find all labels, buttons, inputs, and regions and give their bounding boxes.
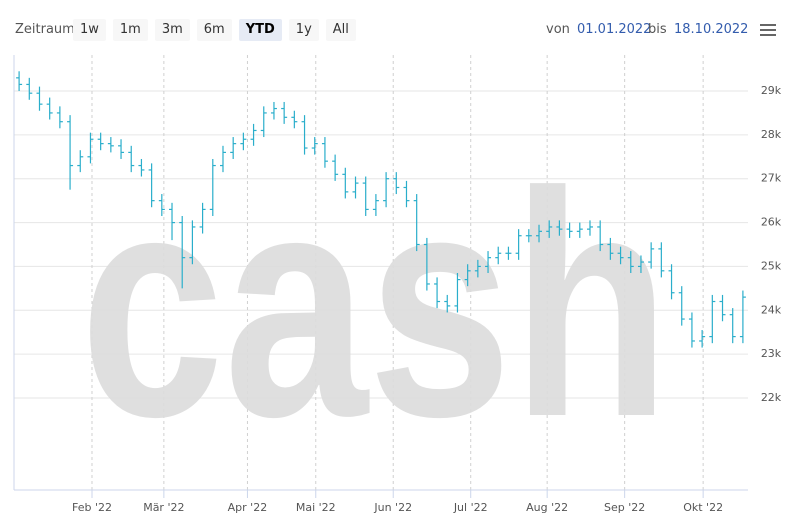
range-button[interactable]: 1y xyxy=(288,19,319,41)
y-tick-label: 27k xyxy=(761,172,782,185)
x-tick-label: Okt '22 xyxy=(683,501,723,514)
watermark: cash xyxy=(80,125,670,483)
x-tick-label: Sep '22 xyxy=(604,501,645,514)
range-label: Zeitraum xyxy=(15,22,75,37)
x-tick-label: Mai '22 xyxy=(296,501,336,514)
range-button[interactable]: All xyxy=(325,19,356,41)
y-tick-label: 25k xyxy=(761,259,782,272)
x-tick-label: Jul '22 xyxy=(453,501,488,514)
from-date[interactable]: 01.01.2022 xyxy=(577,22,652,37)
y-tick-label: 28k xyxy=(761,128,782,141)
y-tick-label: 22k xyxy=(761,391,782,404)
x-tick-label: Aug '22 xyxy=(526,501,568,514)
menu-button[interactable] xyxy=(760,24,776,39)
x-tick-label: Jun '22 xyxy=(373,501,412,514)
x-tick-label: Mär '22 xyxy=(143,501,184,514)
x-tick-label: Feb '22 xyxy=(72,501,112,514)
x-tick-label: Apr '22 xyxy=(228,501,268,514)
toolbar: Zeitraum von 01.01.2022 bis 18.10.2022 1… xyxy=(0,0,789,60)
range-button[interactable]: 1w xyxy=(73,19,106,41)
to-date[interactable]: 18.10.2022 xyxy=(674,22,749,37)
y-tick-label: 24k xyxy=(761,303,782,316)
to-label: bis xyxy=(648,22,667,37)
range-button[interactable]: 3m xyxy=(154,19,190,41)
range-button[interactable]: 6m xyxy=(196,19,232,41)
y-tick-label: 29k xyxy=(761,84,782,97)
y-tick-label: 26k xyxy=(761,216,782,229)
from-label: von xyxy=(546,22,570,37)
range-button[interactable]: 1m xyxy=(112,19,148,41)
y-tick-label: 23k xyxy=(761,347,782,360)
range-button[interactable]: YTD xyxy=(238,19,282,41)
